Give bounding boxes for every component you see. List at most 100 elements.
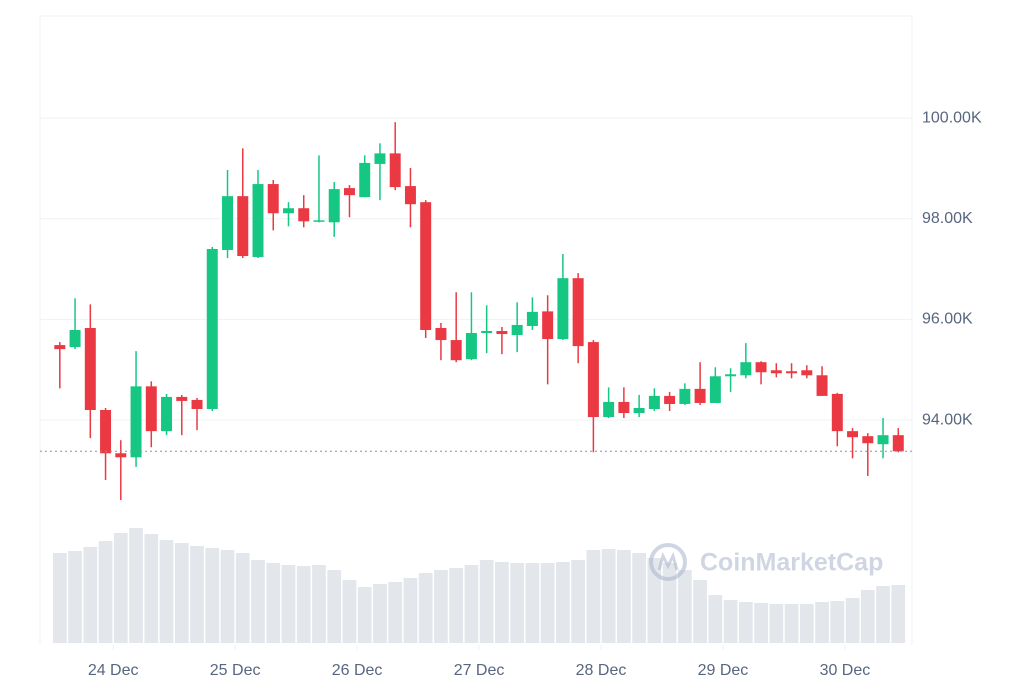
grid-layer	[40, 117, 912, 421]
x-tick-label: 28 Dec	[576, 662, 627, 679]
y-tick-label: 94.00K	[922, 411, 973, 428]
candle-layer	[40, 122, 912, 501]
y-tick-label: 100.00K	[922, 109, 982, 126]
volume-bar	[525, 563, 540, 643]
volume-bar	[784, 604, 799, 643]
volume-bar	[845, 598, 860, 643]
volume-bar	[434, 570, 448, 643]
candle-body	[618, 401, 630, 414]
candle-body	[359, 162, 371, 198]
x-tick-label: 26 Dec	[332, 662, 383, 679]
candle-body	[496, 331, 508, 335]
candle-body	[115, 453, 127, 458]
volume-bar	[52, 553, 67, 643]
volume-bar	[677, 570, 692, 643]
volume-bar	[205, 548, 220, 643]
candle-body	[572, 278, 584, 347]
volume-bar	[327, 570, 342, 643]
candle-body	[84, 327, 96, 411]
y-tick-label: 98.00K	[922, 210, 973, 227]
candle-body	[298, 208, 310, 222]
candle-body	[130, 386, 142, 458]
volume-bar	[220, 550, 235, 643]
candle-body	[435, 327, 447, 341]
candle-body	[694, 388, 706, 403]
candle-body	[633, 407, 645, 414]
volume-bar	[68, 551, 82, 643]
volume-bar	[891, 585, 906, 643]
volume-bar	[708, 595, 723, 643]
volume-bar	[647, 558, 662, 643]
volume-bar	[388, 582, 403, 643]
candle-body	[740, 362, 752, 376]
candle-body	[343, 188, 355, 196]
volume-layer	[52, 528, 906, 643]
volume-bar	[235, 553, 250, 643]
volume-bar	[357, 587, 372, 643]
candle-body	[542, 311, 554, 340]
candle-body	[892, 435, 904, 452]
candle-body	[176, 396, 188, 401]
volume-bar	[342, 580, 357, 643]
watermark-logo-mark	[657, 551, 679, 571]
candle-body	[709, 376, 721, 403]
candle-body	[283, 208, 294, 214]
candle-body	[465, 333, 477, 360]
candle-body	[648, 395, 660, 409]
volume-bar	[723, 600, 738, 643]
volume-bar	[495, 562, 509, 643]
candle-body	[252, 184, 264, 258]
candle-body	[313, 220, 325, 222]
candle-body	[100, 410, 112, 454]
label-layer: 94.00K 96.00K 98.00K 100.00K 24 Dec 25 Dec 26 …	[88, 109, 982, 679]
volume-bar	[632, 553, 646, 643]
candle-body	[481, 331, 493, 334]
volume-bar	[296, 566, 311, 643]
volume-bar	[662, 563, 677, 643]
candle-body	[237, 196, 249, 257]
volume-bar	[403, 578, 418, 643]
volume-bar	[876, 586, 890, 643]
volume-bar	[266, 563, 281, 643]
watermark-text: CoinMarketCap	[700, 549, 883, 577]
candle-body	[511, 324, 523, 336]
candle-body	[603, 401, 615, 418]
candle-body	[847, 431, 859, 438]
volume-bar	[464, 565, 479, 643]
volume-bar	[83, 547, 98, 643]
volume-bar	[738, 602, 753, 643]
x-tick-label: 24 Dec	[88, 662, 139, 679]
volume-bar	[799, 604, 814, 643]
candle-body	[404, 186, 416, 205]
candle-body	[145, 386, 157, 432]
volume-bar	[479, 560, 494, 643]
candle-body	[161, 396, 173, 432]
volume-bar	[860, 590, 875, 643]
volume-bar	[617, 550, 631, 643]
volume-bar	[251, 560, 265, 643]
candle-body	[831, 393, 843, 432]
volume-bar	[754, 603, 768, 643]
candle-body	[725, 374, 737, 377]
candle-body	[389, 153, 401, 188]
candle-body	[786, 371, 798, 374]
candle-body	[587, 342, 599, 418]
candle-body	[526, 311, 538, 326]
watermark: CoinMarketCap	[649, 543, 883, 581]
volume-bar	[113, 533, 128, 643]
volume-bar	[510, 563, 525, 643]
candle-body	[877, 435, 889, 445]
candle-body	[862, 436, 874, 444]
candle-body	[450, 340, 462, 361]
volume-bar	[190, 546, 204, 643]
candle-body	[801, 370, 813, 376]
volume-bar	[144, 534, 159, 643]
candle-body	[54, 345, 66, 350]
volume-bar	[540, 563, 555, 643]
y-tick-label: 96.00K	[922, 311, 973, 328]
volume-bar	[830, 601, 845, 643]
volume-bar	[159, 540, 174, 643]
x-tick-label: 25 Dec	[210, 662, 261, 679]
candle-body	[328, 189, 340, 223]
